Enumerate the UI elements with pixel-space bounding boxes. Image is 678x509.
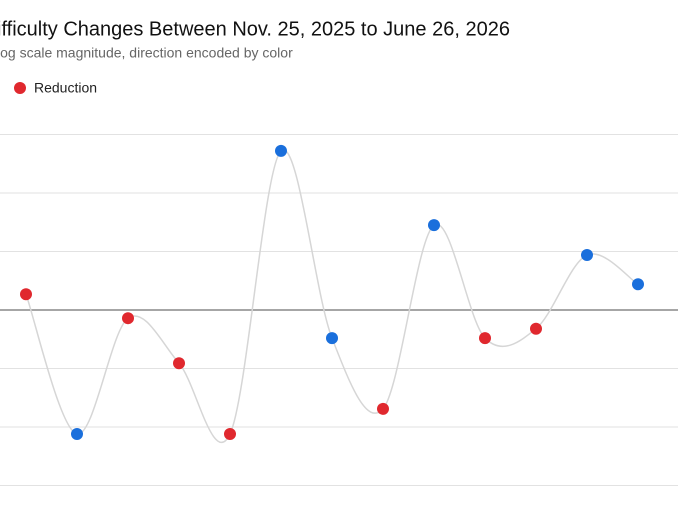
data-point — [122, 312, 134, 325]
chart-title: ifficulty Changes Between Nov. 25, 2025 … — [0, 18, 510, 40]
data-point — [428, 219, 440, 232]
data-point — [632, 278, 644, 291]
legend-label: Reduction — [34, 80, 97, 96]
data-point — [275, 144, 287, 157]
data-point — [20, 288, 32, 301]
data-point — [326, 332, 338, 345]
series-line — [25, 149, 639, 444]
data-point — [581, 249, 593, 262]
data-point — [71, 428, 83, 441]
legend-marker — [14, 82, 26, 94]
data-point — [530, 322, 542, 335]
data-point — [377, 402, 389, 415]
chart-subtitle: log scale magnitude, direction encoded b… — [0, 45, 293, 61]
data-point — [224, 428, 236, 441]
data-point — [479, 332, 491, 345]
data-point — [173, 357, 185, 370]
